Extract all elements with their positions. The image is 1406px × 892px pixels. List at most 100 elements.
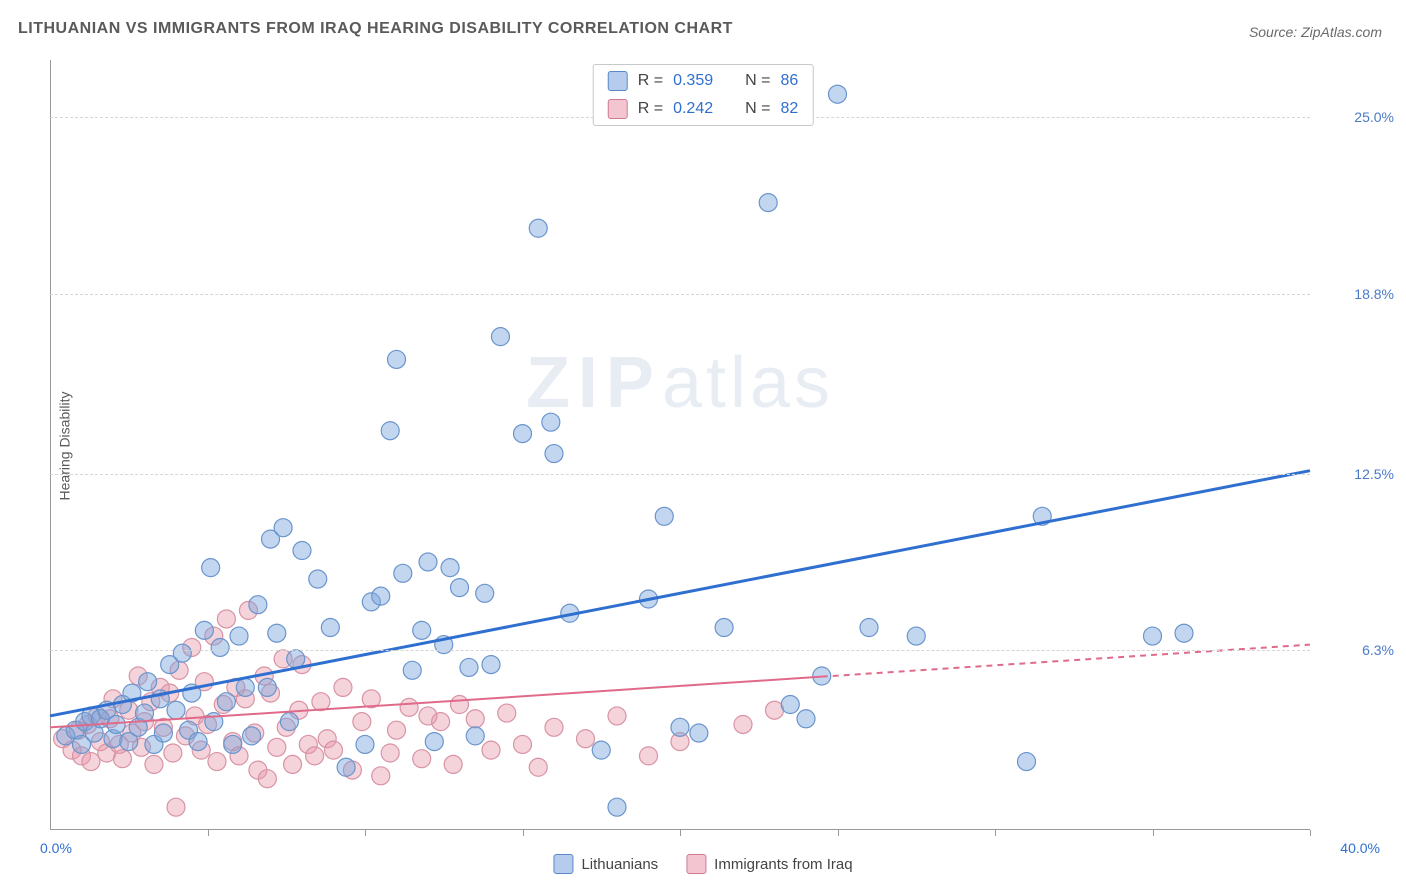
legend-label-blue: Lithuanians bbox=[581, 856, 658, 873]
legend-stats-row-blue: R = 0.359 N = 86 bbox=[594, 67, 813, 95]
scatter-point bbox=[372, 587, 390, 605]
scatter-point bbox=[268, 624, 286, 642]
scatter-point bbox=[1018, 753, 1036, 771]
x-tick bbox=[838, 830, 839, 836]
scatter-point bbox=[690, 724, 708, 742]
scatter-point bbox=[82, 753, 100, 771]
scatter-point bbox=[514, 425, 532, 443]
scatter-point bbox=[466, 727, 484, 745]
scatter-point bbox=[173, 644, 191, 662]
scatter-point bbox=[139, 673, 157, 691]
scatter-point bbox=[482, 656, 500, 674]
scatter-point bbox=[113, 750, 131, 768]
x-tick bbox=[523, 830, 524, 836]
scatter-point bbox=[482, 741, 500, 759]
gridline bbox=[50, 650, 1310, 651]
gridline bbox=[50, 474, 1310, 475]
scatter-point bbox=[592, 741, 610, 759]
legend-item-blue: Lithuanians bbox=[553, 854, 658, 874]
scatter-point bbox=[321, 619, 339, 637]
swatch-pink-icon bbox=[608, 99, 628, 119]
scatter-point bbox=[432, 713, 450, 731]
y-tick-label: 18.8% bbox=[1324, 286, 1394, 302]
x-tick bbox=[208, 830, 209, 836]
legend-stats: R = 0.359 N = 86 R = 0.242 N = 82 bbox=[593, 64, 814, 126]
scatter-point bbox=[306, 747, 324, 765]
scatter-point bbox=[268, 738, 286, 756]
n-value-blue: 86 bbox=[780, 72, 798, 90]
scatter-point bbox=[759, 194, 777, 212]
scatter-point bbox=[451, 696, 469, 714]
scatter-point bbox=[491, 328, 509, 346]
scatter-point bbox=[394, 564, 412, 582]
scatter-point bbox=[230, 627, 248, 645]
scatter-point bbox=[243, 727, 261, 745]
x-tick bbox=[1153, 830, 1154, 836]
scatter-point bbox=[388, 350, 406, 368]
swatch-pink-icon bbox=[686, 854, 706, 874]
scatter-point bbox=[907, 627, 925, 645]
scatter-point bbox=[860, 619, 878, 637]
scatter-point bbox=[136, 704, 154, 722]
r-value-pink: 0.242 bbox=[673, 100, 713, 118]
scatter-point bbox=[211, 638, 229, 656]
scatter-point bbox=[356, 735, 374, 753]
n-label: N = bbox=[745, 72, 770, 90]
n-label: N = bbox=[745, 100, 770, 118]
scatter-point bbox=[413, 621, 431, 639]
plot-area: ZIPatlas 0.0% 40.0% 6.3%12.5%18.8%25.0% bbox=[50, 60, 1310, 830]
scatter-point bbox=[236, 678, 254, 696]
scatter-point bbox=[325, 741, 343, 759]
scatter-point bbox=[403, 661, 421, 679]
scatter-point bbox=[476, 584, 494, 602]
scatter-point bbox=[466, 710, 484, 728]
gridline bbox=[50, 294, 1310, 295]
scatter-point bbox=[781, 696, 799, 714]
scatter-point bbox=[217, 693, 235, 711]
scatter-point bbox=[734, 715, 752, 733]
scatter-point bbox=[312, 693, 330, 711]
scatter-point bbox=[107, 715, 125, 733]
scatter-point bbox=[529, 758, 547, 776]
scatter-point bbox=[381, 422, 399, 440]
scatter-point bbox=[542, 413, 560, 431]
scatter-point bbox=[381, 744, 399, 762]
scatter-point bbox=[671, 718, 689, 736]
scatter-point bbox=[545, 718, 563, 736]
legend-stats-row-pink: R = 0.242 N = 82 bbox=[594, 95, 813, 123]
scatter-point bbox=[1144, 627, 1162, 645]
r-label: R = bbox=[638, 100, 663, 118]
scatter-point bbox=[608, 798, 626, 816]
scatter-point bbox=[1175, 624, 1193, 642]
scatter-point bbox=[353, 713, 371, 731]
swatch-blue-icon bbox=[553, 854, 573, 874]
legend-item-pink: Immigrants from Iraq bbox=[686, 854, 852, 874]
scatter-point bbox=[372, 767, 390, 785]
scatter-point bbox=[460, 658, 478, 676]
scatter-point bbox=[608, 707, 626, 725]
scatter-point bbox=[167, 798, 185, 816]
scatter-point bbox=[224, 735, 242, 753]
scatter-point bbox=[167, 701, 185, 719]
x-min-label: 0.0% bbox=[40, 840, 72, 856]
swatch-blue-icon bbox=[608, 71, 628, 91]
y-tick-label: 6.3% bbox=[1324, 642, 1394, 658]
scatter-point bbox=[829, 85, 847, 103]
scatter-point bbox=[258, 770, 276, 788]
scatter-point bbox=[334, 678, 352, 696]
x-tick bbox=[365, 830, 366, 836]
scatter-point bbox=[529, 219, 547, 237]
scatter-point bbox=[145, 755, 163, 773]
chart-title: LITHUANIAN VS IMMIGRANTS FROM IRAQ HEARI… bbox=[18, 20, 733, 38]
scatter-point bbox=[444, 755, 462, 773]
x-tick bbox=[680, 830, 681, 836]
scatter-point bbox=[309, 570, 327, 588]
scatter-point bbox=[498, 704, 516, 722]
legend-series: Lithuanians Immigrants from Iraq bbox=[553, 854, 852, 874]
scatter-point bbox=[640, 747, 658, 765]
scatter-point bbox=[337, 758, 355, 776]
scatter-point bbox=[797, 710, 815, 728]
scatter-point bbox=[287, 650, 305, 668]
scatter-point bbox=[258, 678, 276, 696]
scatter-point bbox=[274, 519, 292, 537]
